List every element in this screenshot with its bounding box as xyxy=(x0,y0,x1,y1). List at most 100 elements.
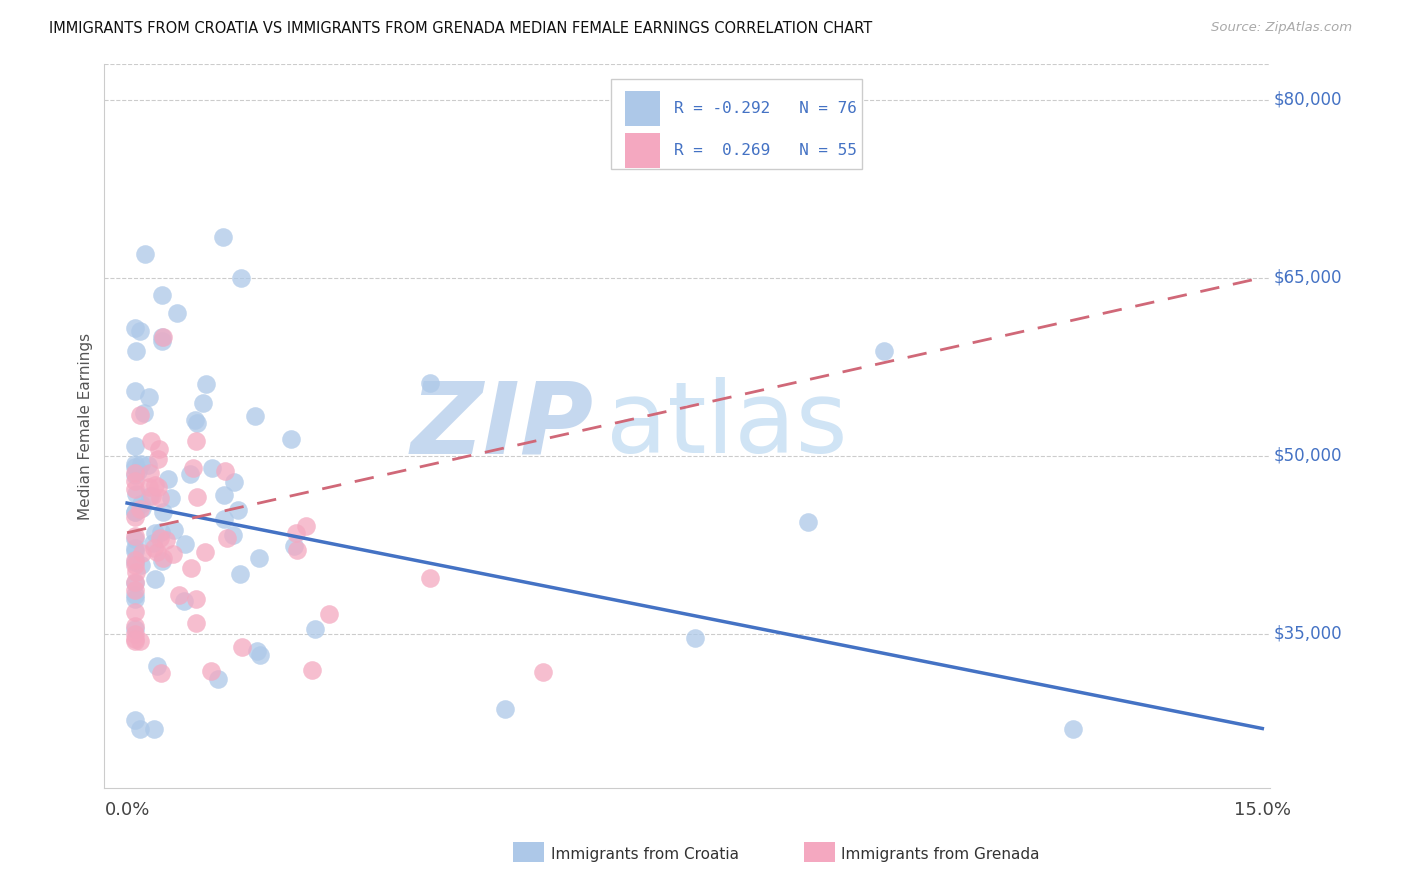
Point xyxy=(124,619,146,633)
Point xyxy=(124,439,146,453)
Point xyxy=(873,344,896,359)
Point xyxy=(143,572,166,586)
Point xyxy=(124,320,146,334)
Point xyxy=(146,659,169,673)
Point xyxy=(141,489,163,503)
Point xyxy=(184,591,207,606)
Point xyxy=(193,395,215,409)
Point xyxy=(301,663,323,677)
Point xyxy=(124,384,146,398)
Point xyxy=(207,673,229,687)
Point xyxy=(124,466,146,480)
Point xyxy=(231,640,253,655)
Point xyxy=(222,475,245,490)
Point xyxy=(129,457,152,471)
Point xyxy=(129,408,152,422)
Bar xyxy=(626,91,661,126)
Point xyxy=(138,480,160,494)
Point xyxy=(186,416,208,430)
Point xyxy=(148,480,170,494)
Point xyxy=(129,497,152,511)
Point xyxy=(124,634,146,648)
Point xyxy=(179,467,201,481)
Point xyxy=(124,467,146,482)
Point xyxy=(150,665,173,680)
Text: Immigrants from Croatia: Immigrants from Croatia xyxy=(551,847,740,862)
Point xyxy=(124,576,146,591)
Y-axis label: Median Female Earnings: Median Female Earnings xyxy=(79,333,93,519)
Point xyxy=(201,461,224,475)
Point xyxy=(152,330,174,344)
Point xyxy=(142,536,165,550)
Text: R = -0.292   N = 76: R = -0.292 N = 76 xyxy=(675,101,858,116)
Text: IMMIGRANTS FROM CROATIA VS IMMIGRANTS FROM GRENADA MEDIAN FEMALE EARNINGS CORREL: IMMIGRANTS FROM CROATIA VS IMMIGRANTS FR… xyxy=(49,21,873,36)
Point xyxy=(124,558,146,572)
Point xyxy=(124,556,146,570)
Point xyxy=(129,558,152,572)
Text: Source: ZipAtlas.com: Source: ZipAtlas.com xyxy=(1212,21,1353,34)
Point xyxy=(124,487,146,501)
Point xyxy=(138,390,160,404)
Point xyxy=(124,552,146,566)
Point xyxy=(143,722,166,736)
Point xyxy=(124,582,146,597)
Point xyxy=(186,434,208,448)
Point xyxy=(419,376,441,390)
Point xyxy=(531,665,554,679)
Point xyxy=(149,491,172,505)
Point xyxy=(280,432,302,446)
Point xyxy=(143,526,166,541)
Point xyxy=(222,527,245,541)
Point xyxy=(318,607,340,622)
Point xyxy=(184,616,207,631)
Point xyxy=(228,566,250,581)
Point xyxy=(249,648,271,662)
Point xyxy=(212,488,235,502)
Point xyxy=(285,542,308,557)
Point xyxy=(124,506,146,520)
Point xyxy=(226,503,249,517)
Point xyxy=(124,591,146,606)
Text: $50,000: $50,000 xyxy=(1274,447,1341,465)
Point xyxy=(495,701,517,715)
Point xyxy=(152,334,174,348)
Point xyxy=(143,477,166,491)
Point xyxy=(139,489,162,503)
Point xyxy=(127,464,149,478)
Point xyxy=(128,501,150,516)
Point xyxy=(159,491,181,505)
Point xyxy=(283,539,305,553)
Point xyxy=(124,574,146,589)
Point xyxy=(155,533,177,547)
Point xyxy=(124,474,146,488)
Point xyxy=(174,537,197,551)
Point xyxy=(163,523,186,537)
Point xyxy=(683,631,706,645)
Text: $80,000: $80,000 xyxy=(1274,91,1341,109)
Point xyxy=(124,588,146,602)
Point xyxy=(181,461,204,475)
Point xyxy=(124,626,146,640)
Point xyxy=(143,541,166,555)
Point xyxy=(124,505,146,519)
Point xyxy=(138,458,160,472)
Bar xyxy=(612,78,862,169)
Point xyxy=(141,434,163,448)
Point xyxy=(129,722,152,736)
Text: atlas: atlas xyxy=(606,377,848,475)
Point xyxy=(162,547,184,561)
Point xyxy=(186,490,208,504)
Point xyxy=(124,632,146,646)
Point xyxy=(124,510,146,524)
Point xyxy=(150,525,173,540)
Text: R =  0.269   N = 55: R = 0.269 N = 55 xyxy=(675,143,858,158)
Point xyxy=(128,634,150,648)
Text: ZIP: ZIP xyxy=(411,377,593,475)
Point xyxy=(146,545,169,559)
Point xyxy=(157,472,180,486)
Point xyxy=(125,344,148,359)
Point xyxy=(797,516,820,530)
Text: Immigrants from Grenada: Immigrants from Grenada xyxy=(841,847,1039,862)
Point xyxy=(295,519,318,533)
Point xyxy=(125,565,148,579)
